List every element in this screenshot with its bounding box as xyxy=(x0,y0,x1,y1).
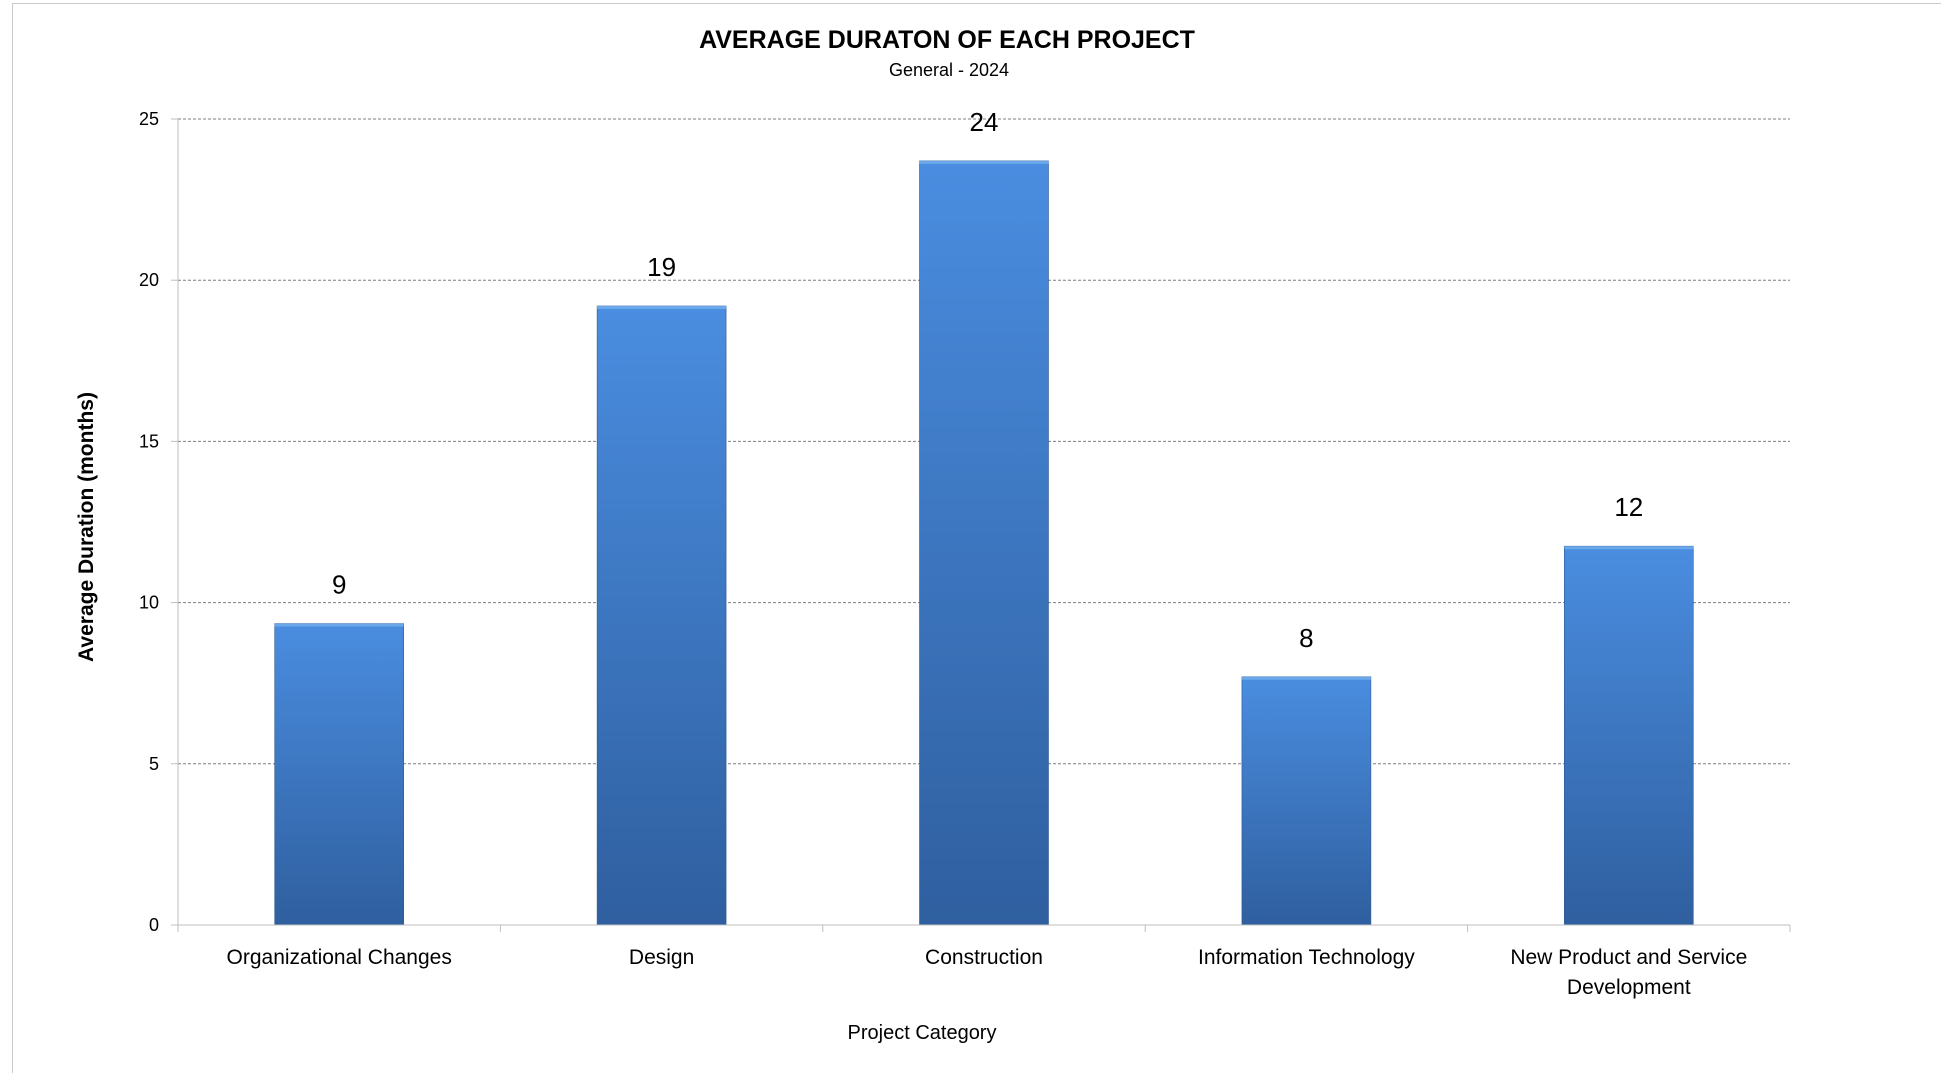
y-axis-ticks: 0 5 10 15 20 25 xyxy=(139,109,178,935)
data-label: 9 xyxy=(332,570,346,600)
bar xyxy=(1241,676,1372,926)
category-label: Design xyxy=(629,946,694,969)
category-label: Construction xyxy=(925,946,1043,969)
bar-cap xyxy=(1241,676,1371,680)
bar xyxy=(274,623,404,926)
category-label: Information Technology xyxy=(1198,946,1415,969)
bar xyxy=(596,305,727,926)
bars xyxy=(274,160,1694,926)
bar-cap xyxy=(919,160,1049,164)
category-label: Development xyxy=(1567,976,1691,999)
category-label: New Product and Service xyxy=(1510,946,1747,969)
data-label: 19 xyxy=(647,252,676,282)
y-tick-label: 15 xyxy=(139,431,159,451)
data-label: 8 xyxy=(1299,623,1313,653)
y-axis-title: Average Duration (months) xyxy=(75,392,98,662)
data-label: 24 xyxy=(970,107,999,137)
y-tick-label: 0 xyxy=(149,915,159,935)
bar-cap xyxy=(1564,546,1694,550)
bar xyxy=(1564,545,1694,926)
x-axis-title: Project Category xyxy=(848,1022,997,1044)
data-label: 12 xyxy=(1614,492,1643,522)
y-tick-label: 25 xyxy=(139,109,159,129)
data-labels: 9 19 24 8 12 xyxy=(332,107,1643,653)
y-tick-label: 20 xyxy=(139,270,159,290)
x-axis xyxy=(177,119,1791,932)
y-tick-label: 10 xyxy=(139,593,159,613)
bar xyxy=(919,160,1049,926)
chart-subtitle: General - 2024 xyxy=(889,60,1009,80)
y-tick-label: 5 xyxy=(149,754,159,774)
category-label: Organizational Changes xyxy=(227,946,452,969)
bar-cap xyxy=(597,305,727,309)
bar-cap xyxy=(274,623,404,627)
category-labels: Organizational Changes Design Construction… xyxy=(227,946,1748,999)
chart-title: AVERAGE DURATON OF EACH PROJECT xyxy=(699,26,1195,54)
